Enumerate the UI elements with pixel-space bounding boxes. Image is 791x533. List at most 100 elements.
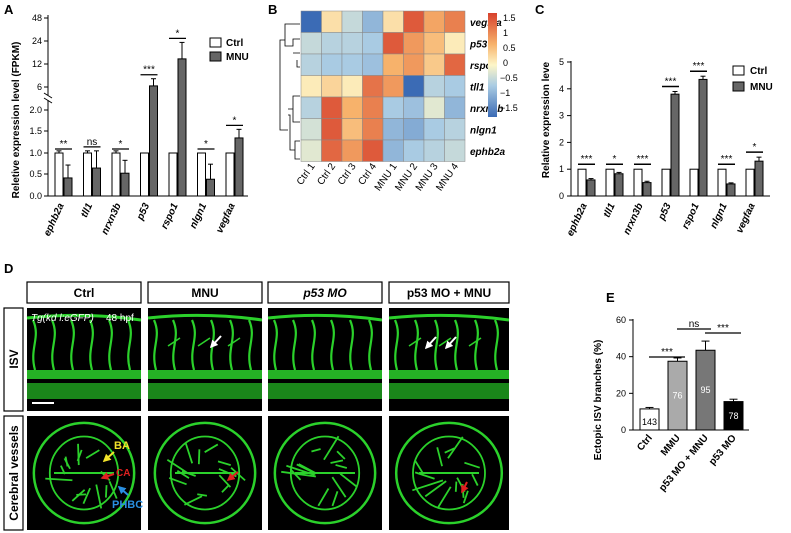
sig-label: *** (661, 347, 673, 358)
cerebral-vessel (424, 480, 447, 498)
legend-label-ctrl: Ctrl (750, 66, 767, 77)
bar-ctrl (168, 152, 178, 197)
cardinal-vein (27, 383, 141, 399)
tick-label: 5 (559, 57, 564, 67)
cerebral-vessel (331, 490, 339, 507)
x-tick-label: rspo1 (159, 201, 181, 231)
x-tick-label: nlgn1 (708, 201, 729, 230)
inner-vessel-ring (169, 435, 241, 511)
cerebral-vessel (330, 459, 344, 464)
heatmap-cell (382, 10, 404, 33)
x-tick-label: p53 (135, 201, 153, 223)
row-label: vegfaa (470, 18, 502, 29)
sig-label: ns (689, 319, 700, 330)
x-tick-label: ephb2a (565, 201, 590, 238)
x-tick-label: ephb2a (42, 201, 67, 238)
legend-label-ctrl: Ctrl (226, 38, 243, 49)
heatmap-cell (382, 96, 404, 119)
x-tick-label: nrxn3b (100, 202, 124, 237)
ectopic-branch-arrow (424, 336, 437, 350)
cerebral-vessel (108, 480, 118, 499)
isv-vessel (393, 319, 399, 371)
isv-vessel (329, 319, 335, 371)
panel-a-ylabel: Reletive expression level (FPKM) (11, 42, 22, 199)
sig-label: * (753, 142, 757, 153)
scale-tick: 0 (503, 58, 508, 68)
scale-tick: 1 (503, 28, 508, 38)
tick-label: 0.0 (29, 191, 42, 201)
heatmap-cell (341, 32, 363, 55)
heatmap-cell (341, 75, 363, 98)
ba-label: BA (114, 440, 130, 452)
isv-vessel (493, 319, 499, 371)
ectopic-branch (167, 337, 181, 347)
bar-ctrl (140, 152, 149, 197)
sig-label: * (176, 28, 180, 39)
cerebral-vessel (331, 476, 347, 498)
legend-swatch-mnu (732, 81, 745, 92)
dorsal-aorta (389, 370, 509, 379)
bar-mnu (586, 179, 596, 197)
tick-label: 0 (559, 191, 564, 201)
n-label: 76 (672, 391, 682, 401)
heatmap-cell (362, 32, 384, 55)
heatmap-cell (444, 118, 466, 141)
cerebral-vessel (447, 436, 464, 459)
column-header-mnu (147, 281, 263, 304)
cerebral-vessel (471, 473, 479, 486)
column-label: MNU 4 (434, 161, 461, 193)
cerebral-vessel (444, 447, 455, 454)
panel-e-significance: *** ns *** (649, 319, 741, 358)
heatmap-cell (362, 96, 384, 119)
bar-ctrl (111, 152, 121, 197)
heatmap-cell (423, 75, 445, 98)
isv-vessel (367, 319, 373, 371)
cerebral-vessel (221, 485, 229, 493)
panel-a-axis-break-1 (43, 92, 53, 99)
bar-ctrl (633, 168, 643, 197)
isv-vessel (69, 319, 75, 371)
panel-c: C Relative expression leve 5 4 3 2 1 0 Ctrl M… (535, 2, 773, 238)
row-header-cerebral (3, 415, 24, 531)
bar-mnu (614, 173, 624, 197)
dorsal-vessel (147, 313, 263, 322)
sig-label: *** (581, 154, 593, 165)
cerebral-vessel (105, 485, 108, 498)
sig-label: *** (637, 154, 649, 165)
cerebral-vessel (339, 472, 358, 488)
cerebral-vessel (436, 447, 443, 467)
bar-mnu (234, 137, 244, 197)
heatmap-cell (341, 118, 363, 141)
n-label: 78 (728, 411, 738, 421)
row-label: ephb2a (470, 147, 505, 158)
dorsal-aorta (27, 370, 141, 379)
transgene-label: Tg(kd l:eGFP) (31, 313, 94, 324)
cerebral-vessel (336, 450, 346, 460)
row-label: nlgn1 (470, 126, 497, 137)
heatmap-cell (341, 96, 363, 119)
panel-c-legend: Ctrl MNU (732, 65, 773, 93)
n-label: 95 (700, 385, 710, 395)
sig-label: * (119, 139, 123, 150)
sig-label: *** (665, 76, 677, 87)
heatmap-cell (444, 32, 466, 55)
cerebral-vessel (85, 449, 100, 459)
cerebral-vessel (217, 460, 231, 466)
heatmap-cell (362, 139, 384, 162)
column-header-label: Ctrl (74, 286, 95, 300)
x-tick-label: vegfaa (214, 201, 238, 235)
isv-vessel (126, 319, 132, 371)
bar-ctrl (745, 168, 755, 197)
cerebral-vessel (184, 495, 203, 506)
head-outline-vessel (273, 421, 377, 525)
sig-label: ** (60, 139, 68, 150)
tick-label: 1.0 (29, 148, 42, 158)
cerebral-vessel (166, 458, 189, 475)
scale-tick: −1 (500, 88, 510, 98)
ectopic-branch (408, 337, 422, 347)
heatmap-cell (341, 53, 363, 76)
cerebral-vessel (414, 471, 435, 480)
dorsal-vessel (388, 313, 510, 322)
tick-label: 2 (559, 137, 564, 147)
